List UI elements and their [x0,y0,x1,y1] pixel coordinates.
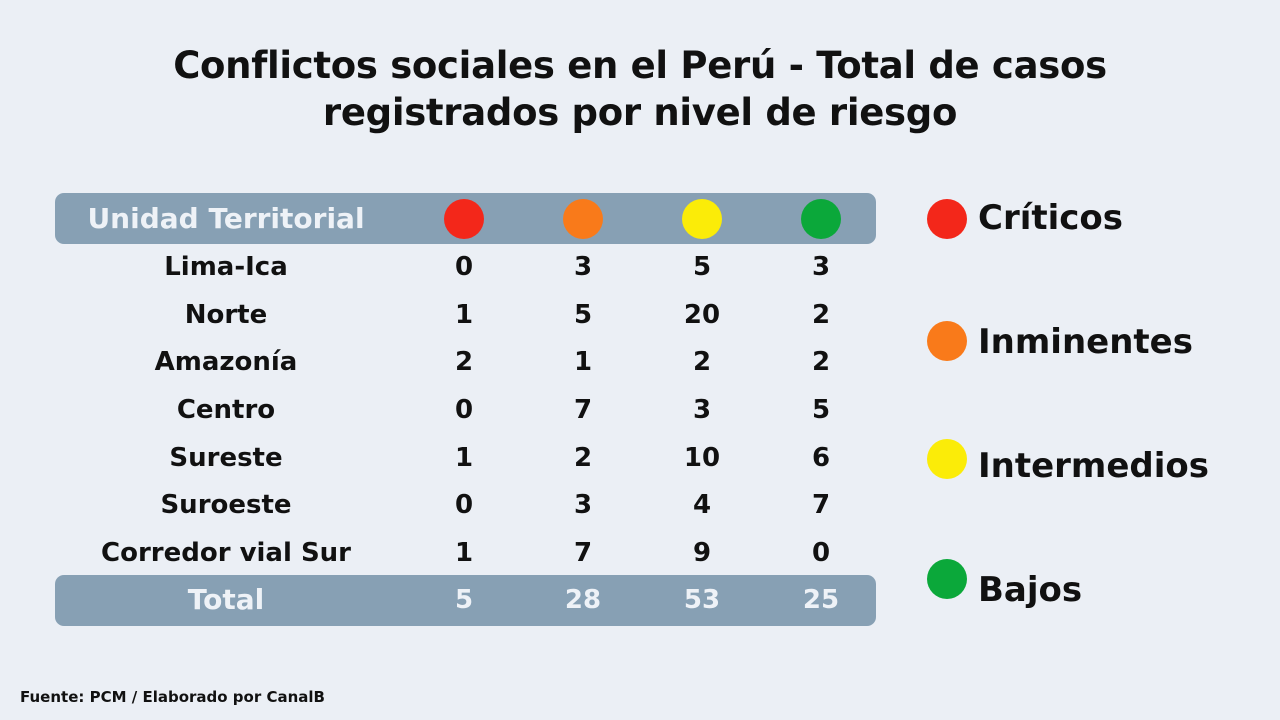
source-note: Fuente: PCM / Elaborado por CanalB [20,688,325,706]
row-value: 4 [692,490,712,520]
row-label: Norte [184,300,268,330]
row-value: 0 [454,490,474,520]
row-value: 10 [683,443,721,473]
title-line-2: registrados por nivel de riesgo [322,91,958,134]
row-label: Amazonía [154,347,298,377]
row-value: 2 [692,347,712,377]
row-value: 0 [811,538,831,568]
row-value: 3 [573,490,593,520]
row-value: 2 [454,347,474,377]
page-title: Conflictos sociales en el Perú - Total d… [0,42,1280,136]
row-value: 2 [811,300,831,330]
row-value: 3 [692,395,712,425]
legend-dot-bajos [927,559,967,599]
total-value: 5 [454,585,474,615]
legend-dot-intermedios [927,439,967,479]
total-value: 28 [564,585,602,615]
row-label: Suroeste [160,490,292,520]
row-value: 7 [573,395,593,425]
row-value: 5 [811,395,831,425]
row-value: 0 [454,395,474,425]
total-label: Total [187,583,265,616]
table-total-bar [55,575,876,626]
row-value: 3 [573,252,593,282]
total-value: 25 [802,585,840,615]
row-label: Lima-Ica [164,252,288,282]
row-label: Sureste [169,443,283,473]
header-dot-críticos [444,199,484,239]
legend-label: Críticos [978,198,1124,238]
row-value: 9 [692,538,712,568]
header-dot-intermedios [682,199,722,239]
row-value: 20 [683,300,721,330]
row-value: 5 [692,252,712,282]
row-value: 7 [811,490,831,520]
row-label: Corredor vial Sur [101,538,351,568]
row-value: 2 [811,347,831,377]
legend-dot-críticos [927,199,967,239]
row-value: 1 [454,538,474,568]
row-value: 6 [811,443,831,473]
header-unidad-territorial: Unidad Territorial [87,202,365,235]
total-value: 53 [683,585,721,615]
title-line-1: Conflictos sociales en el Perú - Total d… [173,44,1107,87]
row-label: Centro [176,395,276,425]
legend-label: Bajos [978,570,1083,610]
row-value: 1 [454,443,474,473]
legend-label: Inminentes [978,322,1193,362]
row-value: 0 [454,252,474,282]
legend-dot-inminentes [927,321,967,361]
row-value: 2 [573,443,593,473]
legend-label: Intermedios [978,446,1210,486]
row-value: 1 [454,300,474,330]
header-dot-inminentes [563,199,603,239]
header-dot-bajos [801,199,841,239]
row-value: 5 [573,300,593,330]
row-value: 7 [573,538,593,568]
row-value: 1 [573,347,593,377]
row-value: 3 [811,252,831,282]
